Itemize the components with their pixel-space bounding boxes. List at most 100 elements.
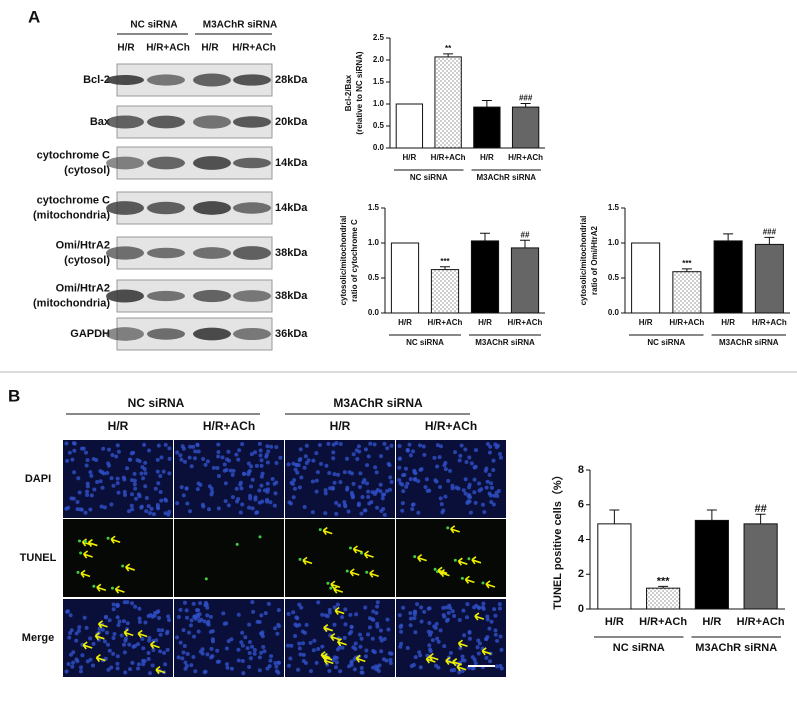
tunel-dot — [92, 584, 96, 588]
nucleus — [72, 470, 77, 475]
nucleus — [179, 457, 184, 462]
y-tick-label: 2 — [578, 568, 584, 580]
nucleus — [378, 489, 383, 494]
nucleus — [379, 638, 384, 643]
nucleus — [121, 619, 126, 624]
significance: ### — [763, 228, 777, 237]
nucleus — [452, 613, 457, 618]
nucleus — [493, 632, 498, 637]
nucleus — [401, 605, 406, 610]
nucleus — [115, 604, 120, 609]
error-bar — [723, 233, 734, 241]
nucleus — [64, 441, 69, 446]
nucleus — [468, 510, 473, 515]
nucleus — [250, 644, 255, 649]
nucleus — [334, 441, 339, 446]
nucleus — [163, 662, 168, 667]
nucleus — [136, 666, 141, 671]
arrow — [110, 535, 121, 544]
nucleus — [338, 669, 343, 674]
nucleus — [311, 648, 316, 653]
nucleus — [474, 603, 479, 608]
nucleus — [133, 604, 138, 609]
nucleus — [482, 509, 487, 514]
nucleus — [388, 475, 393, 480]
nucleus — [364, 648, 369, 653]
nucleus — [310, 479, 315, 484]
y-tick-label: 1.0 — [608, 238, 620, 247]
nucleus — [240, 659, 245, 664]
nucleus — [315, 470, 320, 475]
nucleus — [487, 659, 492, 664]
nucleus — [389, 479, 394, 484]
nucleus — [412, 609, 417, 614]
nucleus — [265, 499, 270, 504]
nucleus — [257, 668, 262, 673]
nucleus — [75, 507, 80, 512]
nucleus — [80, 653, 85, 658]
nucleus — [415, 602, 420, 607]
nucleus — [163, 511, 168, 516]
nucleus — [382, 441, 387, 446]
arrow — [417, 553, 427, 563]
nucleus — [226, 449, 231, 454]
nucleus — [297, 641, 302, 646]
nucleus — [132, 471, 137, 476]
error-bar — [681, 268, 692, 272]
nucleus — [71, 496, 76, 501]
nucleus — [363, 654, 368, 659]
nucleus — [481, 601, 486, 606]
nucleus — [299, 475, 304, 480]
nucleus — [143, 471, 148, 476]
arrow — [457, 557, 468, 566]
nucleus — [347, 470, 352, 475]
nucleus — [88, 507, 93, 512]
nucleus — [156, 481, 161, 486]
nucleus — [388, 657, 393, 662]
nucleus — [77, 490, 82, 495]
y-tick-label: 0 — [578, 603, 584, 615]
arrow — [485, 580, 496, 589]
nucleus — [209, 646, 214, 651]
nucleus — [250, 600, 255, 605]
nucleus — [286, 612, 291, 617]
nucleus — [230, 495, 235, 500]
nucleus — [248, 496, 253, 501]
nucleus — [427, 621, 432, 626]
nucleus — [137, 494, 142, 499]
nucleus — [441, 508, 446, 513]
nucleus — [189, 618, 194, 623]
nucleus — [241, 671, 246, 676]
nucleus — [123, 670, 128, 675]
nucleus — [129, 478, 134, 483]
blot-band — [233, 116, 271, 128]
nucleus — [388, 661, 393, 666]
nucleus — [122, 650, 127, 655]
nucleus — [276, 660, 281, 665]
error-bar — [520, 103, 531, 108]
nucleus — [139, 471, 144, 476]
nucleus — [332, 480, 337, 485]
tunel-dot — [453, 558, 457, 562]
nucleus — [381, 507, 386, 512]
blot-band — [233, 74, 271, 86]
nucleus — [130, 507, 135, 512]
nucleus — [286, 643, 291, 648]
blot-band — [147, 290, 185, 302]
column-label: H/R+ACh — [203, 419, 255, 433]
nucleus — [211, 465, 216, 470]
nucleus — [416, 510, 421, 515]
nucleus — [220, 455, 225, 460]
nucleus — [468, 495, 473, 500]
error-bar — [764, 236, 775, 245]
nucleus — [183, 660, 188, 665]
nucleus — [82, 615, 87, 620]
nucleus — [115, 654, 120, 659]
nucleus — [167, 471, 172, 476]
nucleus — [84, 625, 89, 630]
nucleus — [235, 499, 240, 504]
nucleus — [438, 628, 443, 633]
nucleus — [99, 504, 104, 509]
nucleus — [155, 610, 160, 615]
nucleus — [165, 647, 170, 652]
